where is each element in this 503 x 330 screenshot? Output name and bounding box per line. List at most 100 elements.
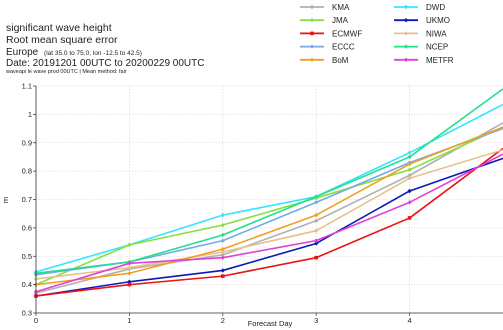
x-tick-label: 0	[34, 316, 38, 325]
legend-item-niwa: NIWA	[394, 29, 447, 38]
data-point-niwa	[220, 249, 225, 255]
x-tick-labels: 0 1 2 3 4	[34, 313, 412, 325]
series-line-kma	[35, 122, 503, 294]
y-tick-label: 0.5	[22, 252, 32, 261]
legend-marker-ukmo	[403, 18, 409, 23]
data-point-dwd	[220, 212, 225, 218]
series-line-bom	[35, 126, 503, 286]
data-point-ukmo	[314, 241, 319, 246]
legend-marker-metfr	[403, 57, 409, 62]
chart-title-variable: significant wave height	[6, 22, 112, 34]
data-point-niwa	[314, 228, 319, 233]
legend-label-jma: JMA	[332, 16, 349, 25]
legend-marker-ecmwf	[310, 31, 314, 36]
legend-label-dwd: DWD	[426, 3, 445, 12]
data-point-eccc	[314, 200, 319, 205]
y-tick-label: 0.9	[22, 138, 32, 147]
y-tick-label: 0.4	[22, 280, 32, 289]
data-point-kma	[407, 173, 412, 178]
data-point-ncep	[220, 232, 225, 238]
series-line-ncep	[35, 88, 503, 275]
series-bom	[33, 126, 503, 287]
y-tick-label: 0.3	[22, 309, 32, 318]
data-point-metfr	[407, 200, 412, 205]
series-line-ecmwf	[35, 147, 503, 297]
data-point-niwa	[127, 265, 132, 270]
region-name: Europe	[6, 47, 39, 58]
data-point-ncep	[314, 194, 319, 199]
legend-label-kma: KMA	[332, 3, 350, 12]
y-tick-label: 0.6	[22, 223, 32, 232]
legend-label-eccc: ECCC	[332, 43, 355, 52]
data-point-kma	[220, 252, 225, 258]
data-point-bom	[314, 212, 319, 218]
chart-title-metric: Root mean square error	[6, 34, 118, 46]
data-point-eccc	[220, 238, 225, 243]
data-point-kma	[314, 218, 319, 223]
legend-item-ukmo: UKMO	[394, 16, 450, 25]
series-layer	[33, 88, 503, 299]
y-tick-label: 1.1	[22, 82, 32, 91]
legend-marker-eccc	[309, 44, 315, 49]
legend-marker-niwa	[403, 31, 409, 36]
y-tick-label: 1	[28, 110, 32, 119]
data-point-ecmwf	[407, 216, 412, 220]
series-line-metfr	[35, 153, 503, 293]
data-point-metfr	[220, 255, 225, 260]
legend-item-jma: JMA	[300, 16, 349, 25]
legend-item-ecmwf: ECMWF	[300, 29, 362, 38]
legend-label-ecmwf: ECMWF	[332, 29, 362, 38]
series-metfr	[33, 153, 503, 294]
x-tick-label: 2	[221, 316, 225, 325]
chart-region: Europe (lat 35.0 to 75.0, lon -12.5 to 4…	[6, 47, 142, 58]
legend-item-dwd: DWD	[394, 3, 445, 12]
data-point-ecmwf	[314, 255, 318, 260]
data-point-jma	[127, 242, 132, 248]
region-bounds: (lat 35.0 to 75.0, lon -12.5 to 42.5)	[44, 50, 142, 57]
y-tick-label: 0.7	[22, 195, 32, 204]
series-line-niwa	[35, 149, 503, 280]
data-point-ncep	[407, 154, 412, 160]
y-axis-label: m	[1, 197, 10, 203]
plot-area: 0.3 0.4 0.5 0.6 0.7 0.8 0.9 1 1.1 0 1 2 3 4	[22, 82, 503, 325]
legend-marker-ncep	[403, 44, 409, 49]
legend-marker-bom	[309, 57, 315, 62]
x-tick-label: 4	[408, 316, 412, 325]
legend: KMA DWD JMA UKMO ECMWF NIWA ECCC NCEP BoM METFR	[300, 3, 454, 65]
x-axis-label: Forecast Day	[248, 319, 293, 328]
series-niwa	[33, 149, 503, 282]
data-point-bom	[127, 271, 132, 276]
series-line-jma	[35, 126, 503, 286]
legend-item-kma: KMA	[300, 3, 350, 12]
legend-label-niwa: NIWA	[426, 29, 447, 38]
chart-date-range: Date: 20191201 00UTC to 20200229 00UTC	[6, 58, 204, 69]
y-tick-label: 0.8	[22, 167, 32, 176]
series-kma	[33, 122, 503, 296]
data-point-ecmwf	[221, 274, 225, 278]
legend-label-bom: BoM	[332, 56, 349, 65]
legend-item-bom: BoM	[300, 56, 349, 65]
data-point-ukmo	[220, 268, 225, 273]
y-tick-labels: 0.3 0.4 0.5 0.6 0.7 0.8 0.9 1 1.1	[22, 82, 36, 318]
chart-subnote: waveapi le wave prod 00UTC | Mean method…	[5, 69, 127, 75]
legend-label-ncep: NCEP	[426, 43, 448, 52]
data-point-metfr	[314, 238, 319, 243]
data-point-ukmo	[407, 188, 412, 194]
legend-item-eccc: ECCC	[300, 43, 355, 52]
legend-label-metfr: METFR	[426, 56, 454, 65]
data-point-ecmwf	[127, 282, 132, 287]
data-point-bom	[220, 246, 225, 252]
data-point-metfr	[127, 261, 132, 266]
legend-marker-dwd	[403, 4, 409, 10]
legend-marker-jma	[309, 18, 315, 23]
data-point-jma	[407, 167, 412, 172]
legend-label-ukmo: UKMO	[426, 16, 450, 25]
legend-marker-kma	[309, 4, 315, 10]
data-point-niwa	[407, 176, 412, 181]
legend-item-metfr: METFR	[394, 56, 454, 65]
x-tick-label: 3	[314, 316, 318, 325]
data-point-bom	[407, 161, 412, 167]
data-point-jma	[220, 222, 225, 228]
x-tick-label: 1	[127, 316, 131, 325]
